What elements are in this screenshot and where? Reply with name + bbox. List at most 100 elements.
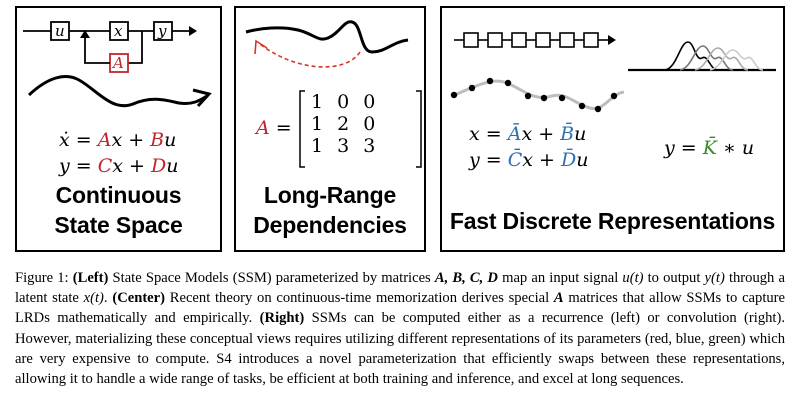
u-box-label: u [55,22,65,40]
recurrence-arrowhead [608,35,616,45]
A-box-label: A [113,54,124,72]
matrix-row: 1 3 3 [304,136,382,158]
deq-u-2: u [576,149,589,171]
caption-ut: u(t) [622,270,644,286]
feedback-line-right [128,31,143,64]
eq-x-plus: x + [111,129,151,151]
recurrence-cell [559,32,575,48]
caption-text: matrices that allow SSMs to capture LRDs… [15,290,786,327]
dependency-arc [259,43,361,68]
heading-state-space: State Space [54,212,183,238]
caption-yt: y(t) [704,270,725,286]
matrix-row: 1 2 0 [304,114,382,136]
sample-point [578,102,586,110]
caption-text: map an input signal [497,270,623,286]
conv-star-u: ∗ u [716,137,755,159]
matrix-brackets [299,90,422,168]
caption-text: SSMs can be computed either as a recurre… [15,310,785,388]
sample-point [610,92,618,100]
deq-Abar: Ā [507,123,522,145]
matrix-cell: 0 [363,91,376,113]
matrix-cell: 1 [311,91,324,113]
eq-equals: = [69,129,98,151]
eq-y: y [59,155,70,177]
sample-point [524,92,532,100]
caption-label: Figure 1: [15,270,73,286]
matrix-lhs: A = [256,119,292,138]
output-equation: y = Cx + Du [59,157,178,176]
deq-Cbar: C̄ [507,149,523,171]
sequence-curve [245,20,409,54]
eq-equals-2: = [69,155,98,177]
x-box-label: x [114,22,123,40]
left-panel-heading: Continuous State Space [17,180,220,240]
recurrence-cell [535,32,551,48]
matrix-A: 1 0 0 1 2 0 1 3 3 [298,89,422,168]
eq-x-plus-2: x + [112,155,151,177]
right-bracket [416,90,422,168]
caption-text: . [103,290,113,307]
matrix-cell: 1 [311,113,324,135]
eq-A: A [97,129,112,151]
caption-xt: x(t) [83,290,104,307]
kernel-curve-4 [709,49,764,71]
heading-dependencies: Dependencies [253,212,407,238]
heading-continuous: Continuous [55,182,182,208]
kernel-curve-3 [694,47,749,71]
long-range-dependencies-panel: A = 1 0 0 1 2 0 1 3 3 Long-Range [234,6,426,252]
long-range-diagram [245,20,409,68]
y-box-label: y [158,22,167,40]
matrix-cell: 3 [363,135,376,157]
caption-A: A [553,290,564,307]
sample-point [486,77,494,85]
caption-text: Recent theory on continuous-time memoriz… [165,290,554,307]
matrix-cell: 0 [337,91,350,113]
deq-x-plus: x + [521,123,561,145]
deq-x-plus-2: x + [522,149,561,171]
deq-x-equals: x = [469,123,508,145]
feedback-arrowhead [80,30,90,38]
caption-matrices: A, B, C, D [434,270,498,286]
state-equation: ẋ = Ax + Bu [59,131,176,150]
deq-Bbar: B̄ [560,123,575,145]
discrete-diagram [450,32,776,113]
recurrence-cell [511,32,527,48]
recurrence-cell [583,32,599,48]
caption-center-tag: (Center) [112,290,165,307]
matrix-cell: 1 [311,135,324,157]
continuous-state-space-panel: u x y A ẋ = Ax + Bu y = Cx + Du Continuo… [15,6,222,252]
dependency-arrowhead [254,39,268,55]
deq-y-equals: y = [469,149,508,171]
caption-right-tag: (Right) [259,310,305,327]
kernel-curve-2 [679,45,734,71]
sample-point [594,105,602,113]
recurrence-cell [487,32,503,48]
matrix-table: 1 0 0 1 2 0 1 3 3 [304,92,382,158]
recurrence-chain [463,32,616,48]
signal-arrowhead [192,88,212,108]
fast-discrete-representations-panel: x = Āx + B̄u y = C̄x + D̄u y = K̄ ∗ u Fa… [440,6,785,252]
matrix-cell: 0 [363,113,376,135]
eq-u-2: u [166,155,179,177]
conv-y-equals: y = [664,137,703,159]
continuous-signal-curve [27,75,208,108]
discrete-state-equation: x = Āx + B̄u [469,125,586,144]
eq-xdot: ẋ [59,129,70,151]
output-arrowhead [189,26,197,36]
right-panel-heading: Fast Discrete Representations [449,208,776,234]
caption-text: State Space Models (SSM) parameterized b… [108,270,435,286]
sample-point [558,94,566,102]
eq-u: u [164,129,177,151]
sample-point [450,91,458,99]
matrix-cell: 2 [337,113,350,135]
convolution-equation: y = K̄ ∗ u [664,139,754,158]
eq-B: B [150,129,165,151]
matrix-cell: 3 [337,135,350,157]
center-panel-heading: Long-Range Dependencies [236,180,424,240]
deq-Dbar: D̄ [561,149,577,171]
deq-u: u [574,123,587,145]
caption-text: to output [643,270,705,286]
sample-point [540,94,548,102]
eq-D: D [151,155,167,177]
matrix-equals: = [269,117,292,139]
